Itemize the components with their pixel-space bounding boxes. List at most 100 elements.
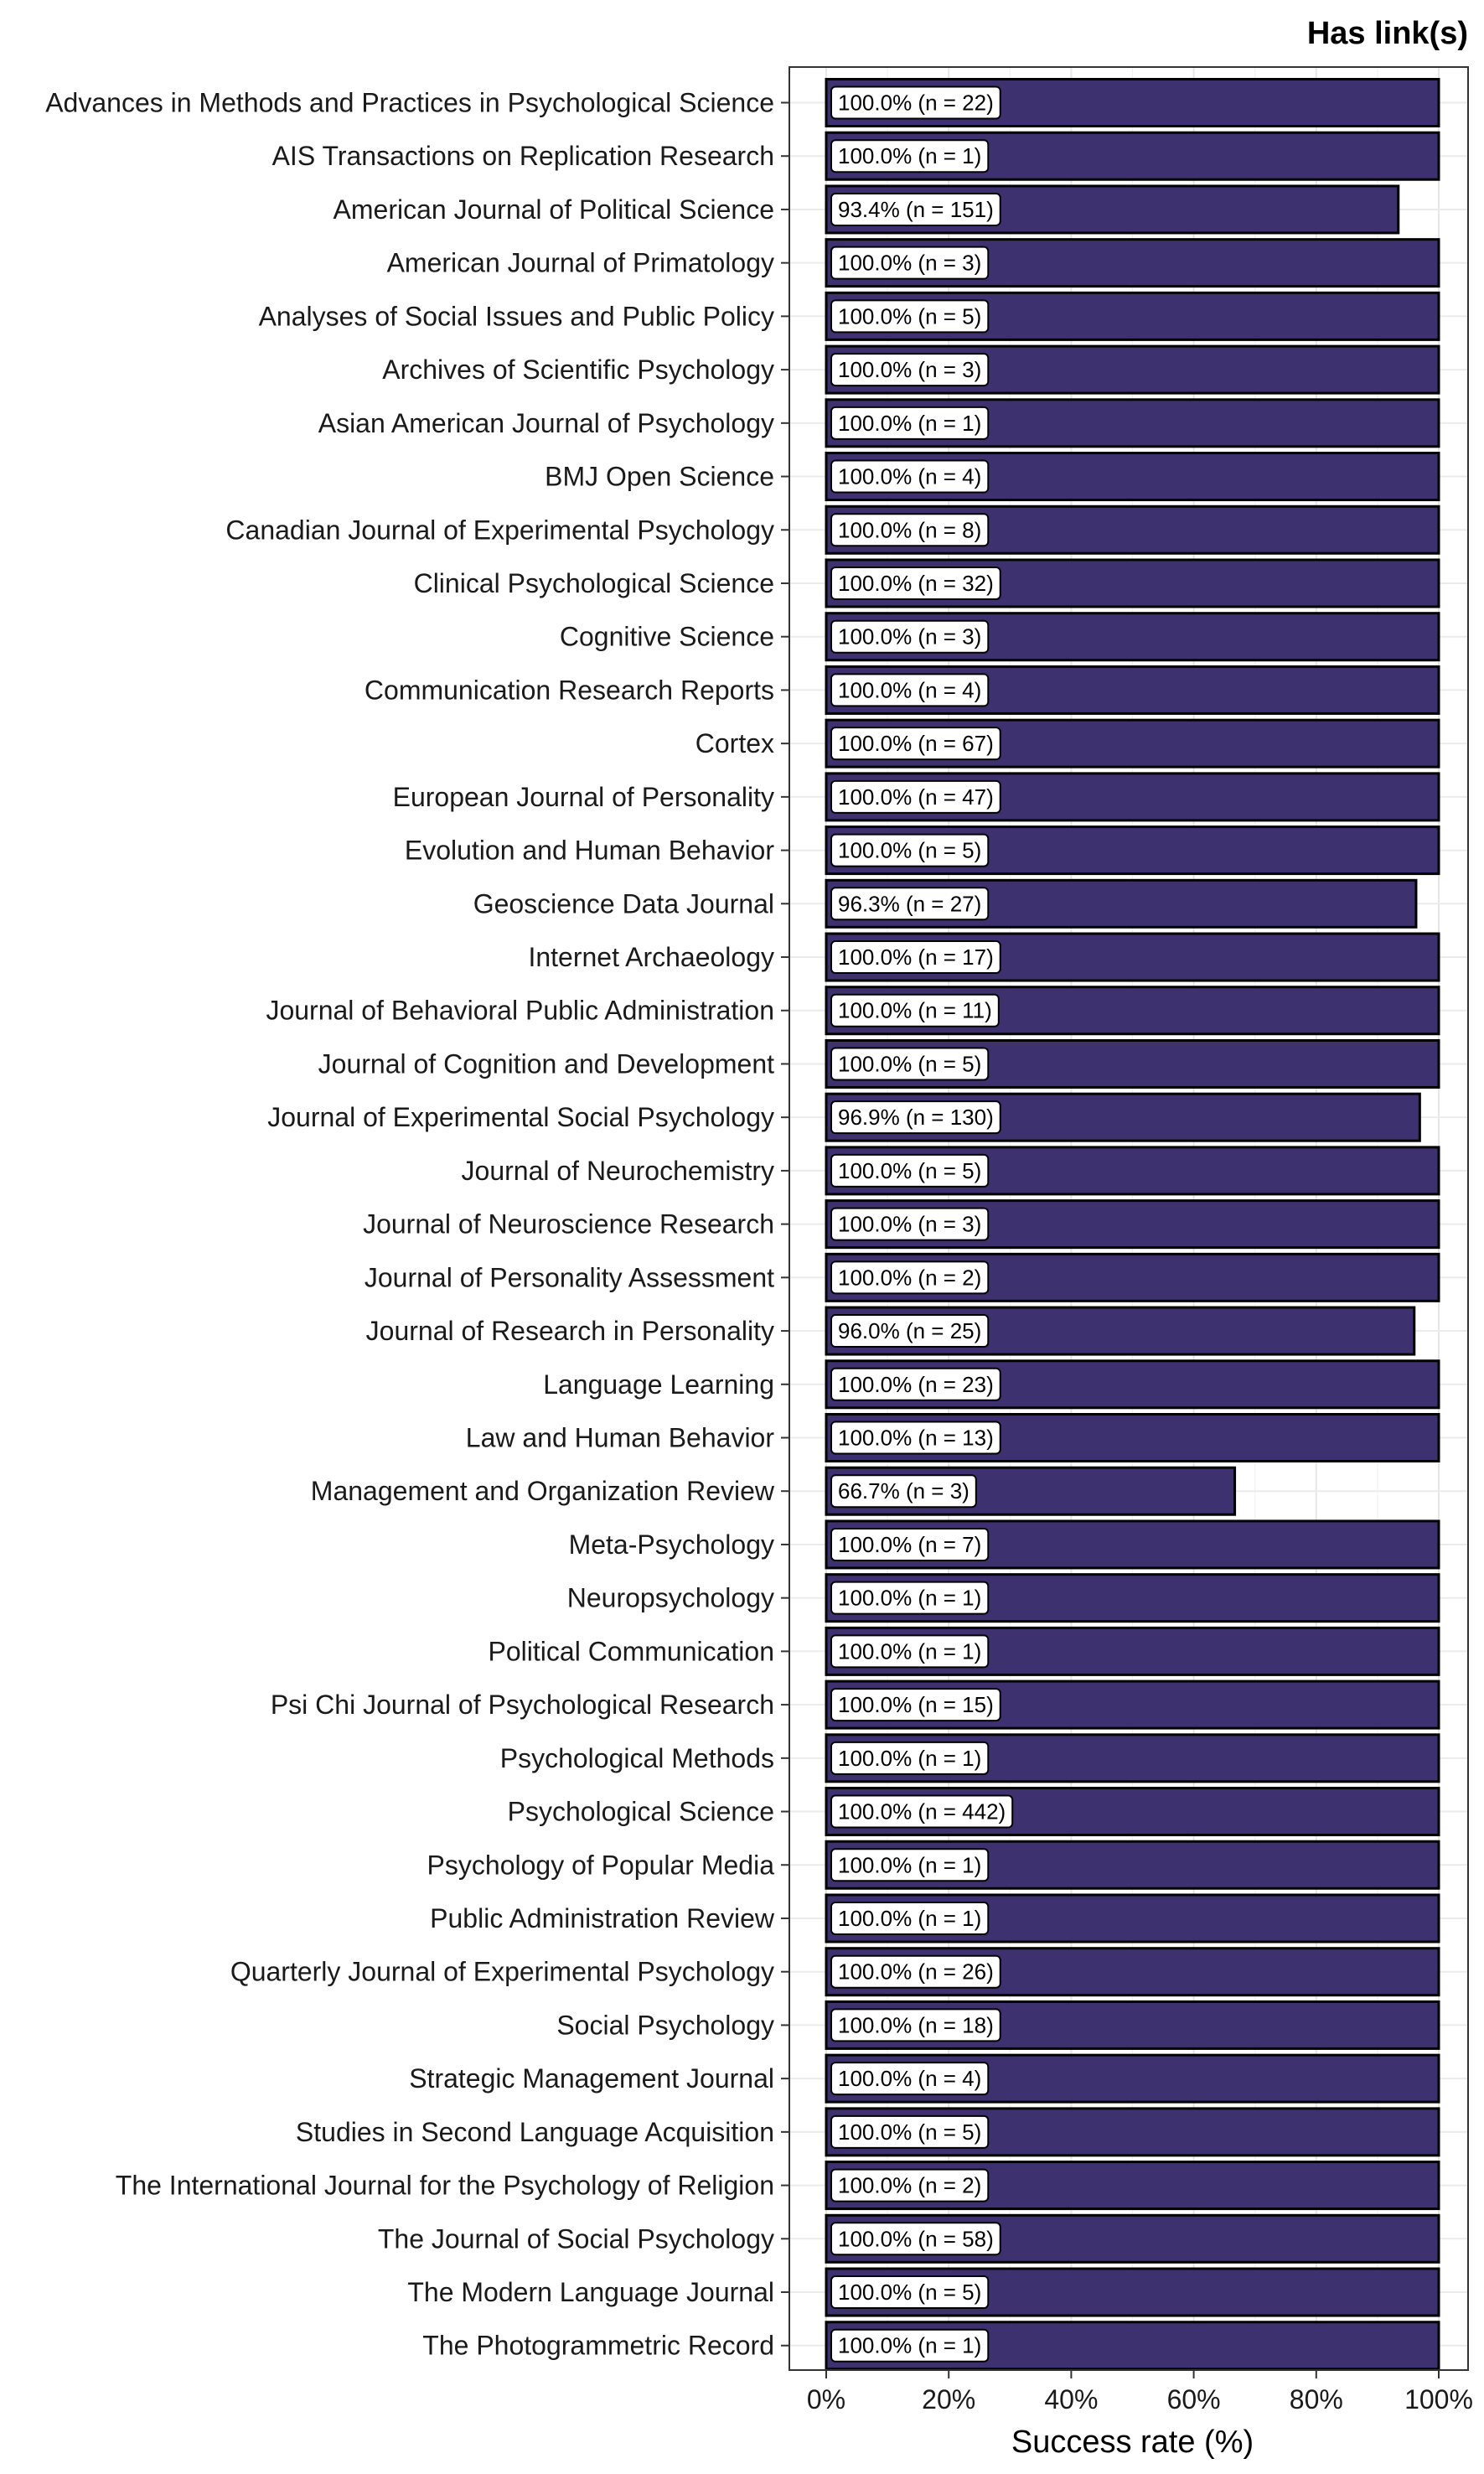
data-label-text: 100.0% (n = 1) [838, 143, 981, 168]
data-label-text: 100.0% (n = 5) [838, 1051, 981, 1076]
panel-border [789, 66, 1469, 2371]
data-label: 100.0% (n = 4) [830, 2062, 990, 2096]
data-label-text: 100.0% (n = 4) [838, 464, 981, 489]
y-tick-label: Political Communication [489, 1636, 774, 1666]
data-label-text: 100.0% (n = 67) [838, 731, 994, 756]
data-label: 100.0% (n = 1) [830, 2328, 990, 2363]
data-label-box [830, 513, 990, 547]
data-label-text: 100.0% (n = 13) [838, 1426, 994, 1451]
data-label-box [830, 1901, 990, 1935]
data-label: 100.0% (n = 11) [830, 993, 1000, 1027]
data-label: 100.0% (n = 2) [830, 1260, 990, 1295]
data-label: 100.0% (n = 3) [830, 1207, 990, 1241]
data-label: 100.0% (n = 47) [830, 779, 1001, 814]
data-label: 100.0% (n = 58) [830, 2222, 1001, 2256]
data-label-box [830, 299, 990, 334]
data-label-box [830, 1741, 990, 1775]
y-tick-label: Archives of Scientific Psychology [382, 355, 774, 385]
y-tick-label: Journal of Cognition and Development [318, 1048, 774, 1079]
data-label-text: 96.3% (n = 27) [838, 891, 981, 916]
y-tick-label: Meta-Psychology [569, 1529, 774, 1560]
data-label-text: 100.0% (n = 18) [838, 2012, 994, 2037]
data-label: 100.0% (n = 23) [830, 1367, 1001, 1401]
y-tick-label: Psychological Science [508, 1797, 774, 1827]
data-label: 66.7% (n = 3) [830, 1474, 977, 1509]
y-tick-label: Studies in Second Language Acquisition [296, 2117, 774, 2147]
data-label-text: 100.0% (n = 3) [838, 1212, 981, 1237]
y-tick-label: Public Administration Review [430, 1903, 775, 1933]
data-label-text: 100.0% (n = 1) [838, 1638, 981, 1664]
data-label-text: 100.0% (n = 32) [838, 571, 994, 596]
data-label: 100.0% (n = 22) [830, 85, 1001, 120]
y-tick-label: Analyses of Social Issues and Public Pol… [259, 301, 774, 331]
data-label: 96.0% (n = 25) [830, 1314, 990, 1348]
data-label: 100.0% (n = 67) [830, 727, 1001, 761]
data-label-text: 100.0% (n = 3) [838, 251, 981, 276]
data-label-box [830, 993, 1000, 1027]
x-tick-label: 100% [1404, 2384, 1473, 2414]
data-label-text: 100.0% (n = 1) [838, 2333, 981, 2358]
data-label: 96.9% (n = 130) [830, 1100, 1001, 1135]
data-label-text: 100.0% (n = 1) [838, 411, 981, 436]
y-tick-label: Journal of Experimental Social Psycholog… [267, 1102, 774, 1132]
data-label: 100.0% (n = 1) [830, 139, 990, 173]
y-tick-label: The Modern Language Journal [407, 2277, 774, 2307]
y-tick-label: Canadian Journal of Experimental Psychol… [225, 515, 774, 545]
y-tick-label: Advances in Methods and Practices in Psy… [45, 88, 774, 118]
data-label-text: 96.9% (n = 130) [838, 1105, 994, 1130]
data-label-text: 100.0% (n = 5) [838, 838, 981, 863]
data-label: 100.0% (n = 4) [830, 673, 990, 707]
y-tick-label: Quarterly Journal of Experimental Psycho… [230, 1957, 774, 1987]
data-label-text: 100.0% (n = 5) [838, 2280, 981, 2305]
y-tick-label: European Journal of Personality [393, 782, 774, 812]
data-label-box [830, 2168, 990, 2202]
y-tick-label: Communication Research Reports [365, 675, 774, 705]
data-label-text: 96.0% (n = 25) [838, 1318, 981, 1343]
y-tick-label: The Photogrammetric Record [422, 2331, 774, 2361]
data-label-box [830, 85, 1001, 120]
y-tick-label: AIS Transactions on Replication Research [272, 141, 774, 171]
data-label: 100.0% (n = 3) [830, 353, 990, 387]
data-label-box [830, 1260, 990, 1295]
data-label-text: 100.0% (n = 58) [838, 2226, 994, 2251]
data-label: 100.0% (n = 1) [830, 1634, 990, 1669]
data-label-box [830, 1047, 990, 1081]
y-tick-label: Strategic Management Journal [409, 2063, 774, 2094]
data-label-box [830, 833, 990, 867]
data-label-text: 100.0% (n = 7) [838, 1532, 981, 1557]
data-label: 100.0% (n = 442) [830, 1794, 1014, 1829]
data-label: 100.0% (n = 7) [830, 1527, 990, 1561]
data-label-box [830, 1100, 1001, 1135]
data-label: 100.0% (n = 5) [830, 1153, 990, 1188]
y-tick-label: Journal of Neurochemistry [462, 1156, 774, 1186]
data-label-box [830, 1153, 990, 1188]
data-label-text: 100.0% (n = 2) [838, 2173, 981, 2198]
data-label-text: 100.0% (n = 5) [838, 303, 981, 329]
y-tick-label: BMJ Open Science [545, 462, 774, 492]
data-label-text: 100.0% (n = 1) [838, 1906, 981, 1931]
data-label: 100.0% (n = 3) [830, 246, 990, 280]
data-label-box [830, 246, 990, 280]
y-tick-label: Clinical Psychological Science [414, 568, 774, 598]
x-tick-label: 80% [1290, 2384, 1343, 2414]
data-label-box [830, 406, 990, 440]
y-tick-label: Social Psychology [556, 2010, 774, 2040]
data-label-box [830, 2062, 990, 2096]
data-label-box [830, 1527, 990, 1561]
data-label-text: 100.0% (n = 4) [838, 2066, 981, 2091]
y-tick-label: The International Journal for the Psycho… [116, 2171, 774, 2201]
y-tick-label: Journal of Personality Assessment [365, 1262, 774, 1292]
data-label-box [830, 2222, 1001, 2256]
x-tick-label: 0% [807, 2384, 845, 2414]
data-label: 100.0% (n = 17) [830, 940, 1001, 975]
data-label-text: 100.0% (n = 47) [838, 784, 994, 810]
y-tick-label: Psi Chi Journal of Psychological Researc… [271, 1690, 774, 1720]
data-label: 100.0% (n = 32) [830, 566, 1001, 600]
data-label: 100.0% (n = 1) [830, 1741, 990, 1775]
data-label: 100.0% (n = 8) [830, 513, 990, 547]
data-label: 100.0% (n = 5) [830, 2275, 990, 2310]
data-label: 96.3% (n = 27) [830, 887, 990, 921]
data-label-box [830, 673, 990, 707]
data-labels: 100.0% (n = 22) 100.0% (n = 1) 93.4% (n = … [830, 85, 1014, 2363]
data-label-text: 100.0% (n = 1) [838, 1746, 981, 1771]
